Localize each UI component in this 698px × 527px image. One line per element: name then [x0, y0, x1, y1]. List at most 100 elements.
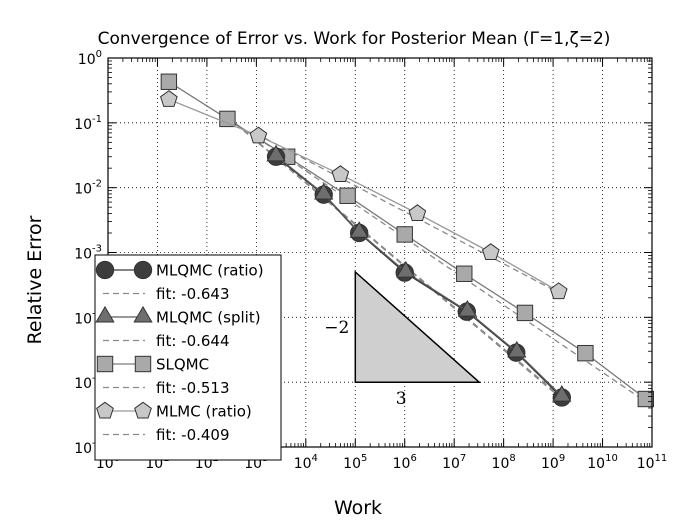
- data-point: [396, 260, 416, 278]
- legend: MLQMC (ratio) fit: -0.643 MLQMC (split) fit…: [94, 254, 282, 461]
- legend-label: MLMC (ratio): [156, 403, 252, 421]
- x-tick-exponent: 10: [605, 453, 618, 464]
- legend-marker: [95, 305, 115, 323]
- x-tick-exponent: 7: [460, 453, 466, 464]
- series-line: [168, 98, 560, 293]
- y-tick-label: 10-2: [74, 179, 102, 198]
- legend-label: fit: -0.513: [156, 379, 230, 397]
- x-tick-exponent: 9: [559, 453, 565, 464]
- data-point: [314, 182, 334, 200]
- legend-marker: [133, 305, 153, 323]
- x-tick-label: 107: [442, 453, 466, 472]
- legend-entry: fit: -0.513: [103, 379, 230, 397]
- y-axis-label: Relative Error: [24, 215, 46, 344]
- y-tick-exponent: -3: [92, 244, 102, 255]
- y-tick-exponent: -1: [92, 114, 102, 125]
- legend-label: SLQMC: [156, 356, 209, 374]
- y-tick-base: 10: [74, 441, 92, 457]
- x-tick-base: 10: [343, 456, 361, 472]
- legend-entry: fit: -0.644: [103, 332, 230, 350]
- data-point: [552, 385, 572, 402]
- slope-horizontal-label: 3: [396, 389, 407, 409]
- x-tick-base: 10: [442, 456, 460, 472]
- data-point: [249, 126, 268, 144]
- data-point: [549, 282, 568, 300]
- x-tick-base: 10: [587, 456, 605, 472]
- data-point: [266, 144, 286, 162]
- slope-vertical-label: −2: [324, 318, 349, 338]
- y-tick-base: 10: [74, 117, 92, 133]
- x-tick-label: 1010: [587, 453, 618, 472]
- x-tick-exponent: 5: [361, 453, 367, 464]
- series-layer: [160, 73, 655, 408]
- x-tick-exponent: 4: [312, 453, 318, 464]
- y-tick-label: 10-3: [74, 244, 102, 263]
- legend-label: MLQMC (ratio): [156, 262, 264, 280]
- tick-layer: 1001011021031041051061071081091010101110…: [74, 49, 667, 472]
- y-tick-base: 10: [74, 182, 92, 198]
- data-point: [408, 204, 427, 221]
- y-tick-base: 10: [74, 311, 92, 327]
- x-tick-exponent: 11: [655, 453, 668, 464]
- legend-entry: MLQMC (split): [95, 305, 261, 327]
- fit-line: [256, 133, 560, 294]
- y-tick-label: 10-1: [74, 114, 102, 133]
- legend-marker: [95, 260, 115, 280]
- data-point: [331, 165, 350, 182]
- x-tick-base: 10: [294, 456, 312, 472]
- data-point: [577, 344, 594, 362]
- x-tick-base: 10: [637, 456, 655, 472]
- legend-marker: [134, 355, 152, 373]
- x-tick-base: 10: [393, 456, 411, 472]
- data-point: [457, 300, 478, 317]
- x-tick-base: 10: [541, 456, 559, 472]
- data-point: [339, 187, 356, 204]
- y-tick-base: 10: [74, 247, 92, 263]
- data-point: [219, 110, 236, 128]
- data-point: [481, 243, 500, 260]
- legend-label: fit: -0.644: [156, 332, 230, 350]
- data-point: [637, 390, 655, 408]
- legend-entry: fit: -0.409: [103, 426, 230, 444]
- y-tick-label: 100: [78, 49, 102, 68]
- legend-label: fit: -0.409: [156, 426, 230, 444]
- data-point: [160, 73, 178, 90]
- x-tick-label: 1011: [637, 453, 668, 472]
- data-point: [516, 304, 534, 322]
- legend-marker: [134, 401, 152, 419]
- x-tick-exponent: 8: [509, 453, 515, 464]
- legend-entry: MLQMC (ratio): [95, 260, 264, 280]
- data-point: [160, 90, 178, 107]
- series-2: [266, 144, 572, 402]
- chart-title: Convergence of Error vs. Work for Poster…: [98, 29, 611, 49]
- legend-marker: [133, 260, 153, 280]
- slope-triangle: [354, 270, 482, 383]
- x-tick-exponent: 6: [410, 453, 416, 464]
- x-tick-label: 108: [492, 453, 516, 472]
- y-tick-base: 10: [78, 52, 96, 68]
- x-tick-label: 106: [393, 453, 417, 472]
- y-tick-base: 10: [74, 376, 92, 392]
- legend-marker: [96, 355, 114, 373]
- x-axis-label: Work: [334, 497, 382, 519]
- x-tick-base: 10: [492, 456, 510, 472]
- legend-entry: fit: -0.643: [103, 285, 230, 303]
- legend-entry: SLQMC: [96, 355, 209, 374]
- data-point: [349, 221, 369, 238]
- series-6: [160, 90, 568, 300]
- x-tick-label: 104: [294, 453, 318, 472]
- x-tick-label: 105: [343, 453, 367, 472]
- legend-label: MLQMC (split): [156, 309, 261, 327]
- data-point: [396, 226, 413, 243]
- data-point: [507, 340, 527, 358]
- legend-entry: MLMC (ratio): [96, 401, 252, 421]
- y-tick-exponent: -2: [92, 179, 102, 190]
- x-tick-label: 109: [541, 453, 565, 472]
- legend-marker: [96, 401, 114, 419]
- series-7: [256, 133, 560, 294]
- y-tick-exponent: 0: [96, 49, 102, 60]
- legend-label: fit: -0.643: [156, 285, 230, 303]
- data-point: [456, 265, 473, 282]
